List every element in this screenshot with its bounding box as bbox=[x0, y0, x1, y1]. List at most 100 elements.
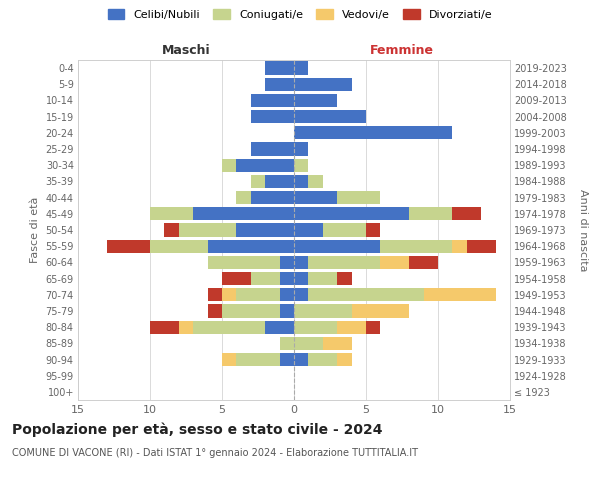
Bar bbox=[294, 353, 308, 366]
Bar bbox=[251, 110, 294, 124]
Bar bbox=[251, 191, 294, 204]
Bar bbox=[193, 207, 294, 220]
Bar bbox=[294, 126, 452, 140]
Bar bbox=[294, 62, 308, 74]
Bar bbox=[294, 304, 352, 318]
Bar bbox=[294, 62, 308, 74]
Bar bbox=[208, 304, 294, 318]
Bar bbox=[107, 240, 294, 253]
Bar bbox=[294, 78, 352, 91]
Bar bbox=[294, 158, 308, 172]
Bar bbox=[294, 256, 438, 269]
Bar bbox=[208, 256, 294, 269]
Bar bbox=[251, 94, 294, 107]
Bar bbox=[280, 336, 294, 350]
Bar bbox=[265, 78, 294, 91]
Bar bbox=[294, 240, 496, 253]
Bar bbox=[294, 175, 308, 188]
Bar bbox=[236, 191, 294, 204]
Bar bbox=[222, 158, 294, 172]
Bar bbox=[150, 207, 294, 220]
Bar bbox=[150, 207, 294, 220]
Bar bbox=[294, 142, 308, 156]
Bar bbox=[294, 191, 380, 204]
Bar bbox=[265, 320, 294, 334]
Bar bbox=[265, 62, 294, 74]
Bar bbox=[222, 158, 294, 172]
Bar bbox=[294, 110, 366, 124]
Bar bbox=[222, 158, 294, 172]
Bar bbox=[236, 288, 294, 302]
Bar bbox=[294, 288, 308, 302]
Bar bbox=[294, 320, 380, 334]
Bar bbox=[150, 240, 294, 253]
Bar bbox=[294, 256, 409, 269]
Bar bbox=[222, 304, 294, 318]
Bar bbox=[294, 158, 308, 172]
Bar bbox=[294, 175, 323, 188]
Bar bbox=[294, 78, 352, 91]
Bar bbox=[294, 94, 337, 107]
Bar bbox=[208, 256, 294, 269]
Bar bbox=[208, 240, 294, 253]
Bar bbox=[179, 224, 294, 236]
Bar bbox=[294, 94, 337, 107]
Bar bbox=[294, 304, 409, 318]
Bar bbox=[265, 175, 294, 188]
Bar bbox=[294, 320, 366, 334]
Bar bbox=[236, 158, 294, 172]
Bar bbox=[294, 272, 337, 285]
Bar bbox=[294, 207, 452, 220]
Text: Popolazione per età, sesso e stato civile - 2024: Popolazione per età, sesso e stato civil… bbox=[12, 422, 383, 437]
Bar bbox=[222, 353, 294, 366]
Bar bbox=[294, 142, 308, 156]
Bar bbox=[251, 142, 294, 156]
Bar bbox=[294, 110, 366, 124]
Bar bbox=[294, 304, 409, 318]
Bar bbox=[294, 142, 308, 156]
Bar bbox=[294, 288, 496, 302]
Bar bbox=[294, 240, 452, 253]
Bar bbox=[294, 336, 352, 350]
Text: COMUNE DI VACONE (RI) - Dati ISTAT 1° gennaio 2024 - Elaborazione TUTTITALIA.IT: COMUNE DI VACONE (RI) - Dati ISTAT 1° ge… bbox=[12, 448, 418, 458]
Bar bbox=[251, 94, 294, 107]
Bar bbox=[251, 272, 294, 285]
Bar bbox=[251, 142, 294, 156]
Bar bbox=[222, 288, 294, 302]
Bar bbox=[294, 126, 452, 140]
Bar bbox=[294, 353, 337, 366]
Bar bbox=[294, 207, 452, 220]
Bar bbox=[294, 175, 323, 188]
Bar bbox=[294, 224, 323, 236]
Bar bbox=[294, 191, 337, 204]
Bar bbox=[294, 110, 366, 124]
Bar bbox=[208, 288, 294, 302]
Bar bbox=[294, 110, 366, 124]
Bar bbox=[294, 272, 337, 285]
Bar bbox=[236, 191, 294, 204]
Bar bbox=[294, 94, 337, 107]
Text: Maschi: Maschi bbox=[161, 44, 211, 58]
Bar bbox=[280, 304, 294, 318]
Bar bbox=[265, 78, 294, 91]
Bar bbox=[294, 288, 496, 302]
Bar bbox=[294, 336, 323, 350]
Bar bbox=[179, 320, 294, 334]
Bar bbox=[251, 142, 294, 156]
Bar bbox=[251, 94, 294, 107]
Bar bbox=[251, 272, 294, 285]
Bar bbox=[294, 126, 452, 140]
Bar bbox=[294, 224, 366, 236]
Bar bbox=[294, 256, 380, 269]
Bar bbox=[294, 94, 337, 107]
Bar bbox=[294, 320, 337, 334]
Bar bbox=[280, 272, 294, 285]
Bar bbox=[251, 175, 294, 188]
Bar bbox=[294, 126, 452, 140]
Bar bbox=[164, 224, 294, 236]
Bar bbox=[294, 158, 308, 172]
Bar bbox=[294, 353, 352, 366]
Bar bbox=[251, 110, 294, 124]
Bar bbox=[251, 94, 294, 107]
Bar bbox=[251, 110, 294, 124]
